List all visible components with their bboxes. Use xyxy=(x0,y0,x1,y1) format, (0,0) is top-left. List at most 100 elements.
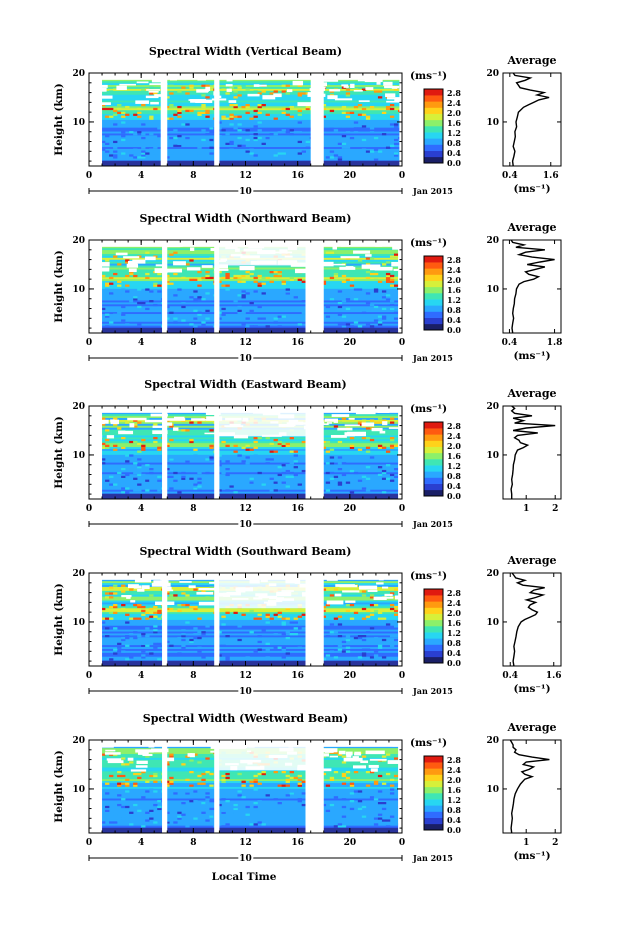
colorbar-tick: 2.4 xyxy=(447,265,461,275)
data-gap xyxy=(89,73,103,166)
profile-frame xyxy=(502,405,562,500)
profile-y-tick: 10 xyxy=(486,285,499,295)
colorbar-tick: 0.8 xyxy=(447,471,461,481)
colorbar-tick: 1.2 xyxy=(447,295,461,305)
profile-title: Average xyxy=(506,554,556,567)
profile-x-label: (ms⁻¹) xyxy=(513,683,550,695)
average-profile: Average 10 20 0.4 1.6 (ms⁻¹) xyxy=(486,54,562,195)
profile-x-tick: 0.4 xyxy=(502,338,518,348)
data-gap xyxy=(89,406,103,499)
colorbar-tick: 0.8 xyxy=(447,305,461,315)
x-tick-label: 8 xyxy=(190,504,196,514)
x-axis-label-local-time: Local Time xyxy=(212,871,277,883)
heatmap xyxy=(89,406,402,499)
colorbar-tick: 2.0 xyxy=(447,441,461,451)
average-profile: Average 10 20 0.4 1.8 (ms⁻¹) xyxy=(486,221,562,362)
data-gap xyxy=(162,240,168,333)
data-gap xyxy=(214,740,220,833)
heatmap xyxy=(89,573,402,666)
colorbar-unit: (ms⁻¹) xyxy=(410,237,447,249)
colorbar-tick: 0.8 xyxy=(447,638,461,648)
profile-x-tick: 1.6 xyxy=(543,171,559,181)
colorbar-unit: (ms⁻¹) xyxy=(410,570,447,582)
colorbar-unit: (ms⁻¹) xyxy=(410,403,447,415)
y-axis-label: Height (km) xyxy=(53,750,65,822)
data-gap xyxy=(305,740,324,833)
x-tick-label: 4 xyxy=(138,838,144,848)
colorbar-tick: 2.4 xyxy=(447,431,461,441)
colorbar-tick: 2.0 xyxy=(447,608,461,618)
profile-y-tick: 20 xyxy=(486,69,499,79)
x-tick-label: 16 xyxy=(291,838,304,848)
y-tick-label: 20 xyxy=(72,69,85,79)
panel-1: Spectral Width (Vertical Beam) 10 20 0 4 8 12 1… xyxy=(53,45,562,199)
heatmap xyxy=(89,73,402,166)
x-tick-label: 16 xyxy=(291,504,304,514)
profile-line xyxy=(511,72,550,167)
x-tick-label: 8 xyxy=(190,171,196,181)
colorbar-tick: 2.8 xyxy=(447,588,461,598)
y-axis-label: Height (km) xyxy=(53,583,65,655)
x-tick-label: 0 xyxy=(399,671,405,681)
data-gap xyxy=(398,240,402,333)
average-profile: Average 10 20 1 2(ms⁻¹) xyxy=(486,721,562,862)
profile-x-tick: 0.4 xyxy=(502,171,518,181)
data-gap xyxy=(160,73,168,166)
x-tick-label: 16 xyxy=(291,338,304,348)
colorbar-unit: (ms⁻¹) xyxy=(410,737,447,749)
data-gap xyxy=(214,73,220,166)
panel-title: Spectral Width (Northward Beam) xyxy=(140,212,352,225)
x-tick-label: 20 xyxy=(344,504,357,514)
profile-line xyxy=(509,739,550,834)
colorbar-tick: 0.8 xyxy=(447,138,461,148)
profile-x-label: (ms⁻¹) xyxy=(513,350,550,362)
data-gap xyxy=(399,73,402,166)
colorbar-tick: 2.4 xyxy=(447,765,461,775)
profile-frame xyxy=(502,572,562,667)
colorbar-tick: 2.4 xyxy=(447,98,461,108)
y-axis-label: Height (km) xyxy=(53,250,65,322)
date-label: 10 xyxy=(239,687,252,697)
colorbar-unit: (ms⁻¹) xyxy=(410,70,447,82)
colorbar-tick: 0.4 xyxy=(447,481,461,491)
panel-4: Spectral Width (Southward Beam) 10 20 0 4 8 12… xyxy=(53,545,562,699)
colorbar-tick: 1.6 xyxy=(447,118,461,128)
x-tick-label: 8 xyxy=(190,338,196,348)
colorbar-tick: 2.0 xyxy=(447,108,461,118)
y-axis-label: Height (km) xyxy=(53,416,65,488)
profile-x-tick: 1.8 xyxy=(547,338,563,348)
panel-title: Spectral Width (Eastward Beam) xyxy=(144,378,346,391)
colorbar-tick: 0.0 xyxy=(447,491,461,501)
date-label: 10 xyxy=(239,520,252,530)
average-profile: Average 10 20 0.4 1.6 (ms⁻¹) xyxy=(486,554,561,695)
colorbar-tick: 1.2 xyxy=(447,461,461,471)
date-label: 10 xyxy=(239,854,252,864)
profile-frame xyxy=(502,239,562,334)
date-suffix: Jan 2015 xyxy=(412,519,453,529)
profile-y-tick: 10 xyxy=(486,451,499,461)
colorbar-tick: 0.4 xyxy=(447,815,461,825)
y-tick-label: 20 xyxy=(72,736,85,746)
colorbar-tick: 1.2 xyxy=(447,128,461,138)
data-gap xyxy=(305,406,324,499)
colorbar xyxy=(423,88,444,164)
profile-title: Average xyxy=(506,721,556,734)
profile-y-tick: 10 xyxy=(486,618,499,628)
profile-line xyxy=(510,239,555,334)
data-gap xyxy=(162,740,168,833)
data-gap xyxy=(214,573,220,666)
colorbar-tick: 0.8 xyxy=(447,805,461,815)
x-tick-label: 0 xyxy=(399,504,405,514)
x-tick-label: 0 xyxy=(86,671,92,681)
profile-x-tick: 1 xyxy=(523,504,529,514)
data-gap xyxy=(398,406,402,499)
colorbar-tick: 0.0 xyxy=(447,325,461,335)
y-tick-label: 20 xyxy=(72,569,85,579)
y-tick-label: 10 xyxy=(72,785,85,795)
average-profile: Average 10 20 1 2 xyxy=(486,387,562,514)
panel-title: Spectral Width (Westward Beam) xyxy=(143,712,348,725)
x-tick-label: 12 xyxy=(239,838,252,848)
x-tick-label: 0 xyxy=(86,504,92,514)
x-tick-label: 20 xyxy=(344,171,357,181)
colorbar xyxy=(423,421,444,497)
